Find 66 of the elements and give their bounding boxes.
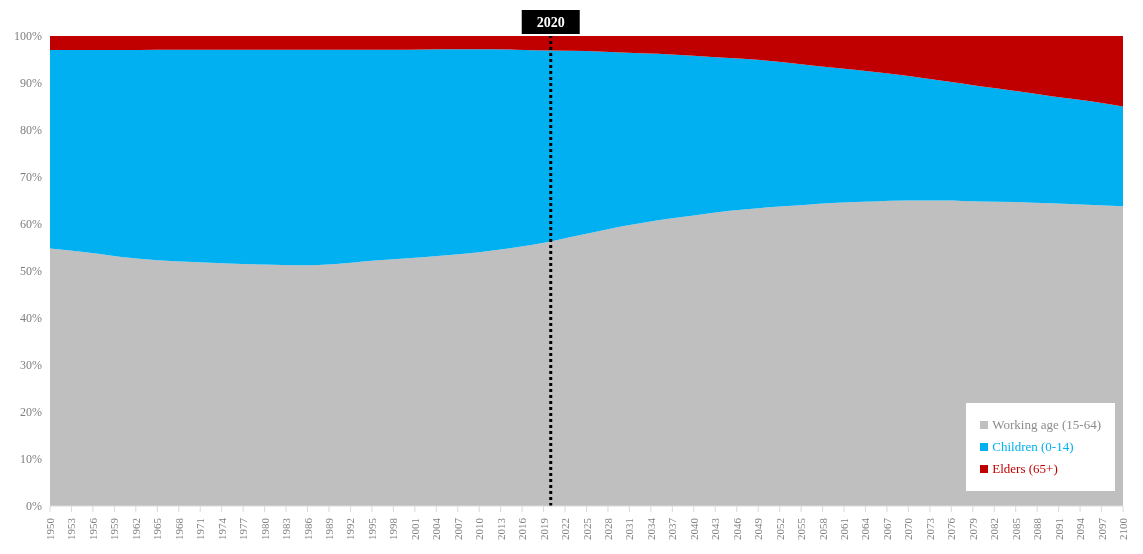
x-tick-label: 1956	[86, 517, 99, 540]
x-tick-label: 2007	[451, 517, 464, 540]
x-tick-label: 2049	[752, 517, 765, 540]
x-tick-label: 1950	[44, 517, 56, 540]
x-tick-label: 2022	[559, 518, 572, 540]
x-tick-label: 1965	[151, 517, 164, 540]
y-tick-label: 90%	[20, 76, 42, 91]
x-tick-label: 2055	[795, 517, 808, 540]
x-tick-label: 2016	[516, 517, 529, 540]
x-tick-label: 2052	[773, 518, 786, 540]
x-tick-label: 2043	[709, 517, 722, 540]
x-tick-label: 1989	[322, 517, 335, 540]
x-tick-label: 1962	[129, 518, 142, 540]
x-tick-label: 2001	[408, 518, 421, 540]
x-tick-label: 2067	[880, 517, 893, 540]
legend-label: Children (0-14)	[992, 439, 1074, 455]
x-tick-label: 2079	[966, 517, 979, 540]
x-tick-label: 2082	[988, 518, 1001, 540]
y-tick-label: 10%	[20, 452, 42, 467]
x-tick-label: 2094	[1074, 517, 1087, 540]
x-tick-label: 1992	[344, 518, 357, 540]
x-tick-label: 2076	[945, 517, 958, 540]
x-tick-label: 1986	[301, 517, 314, 540]
x-tick-label: 2028	[601, 517, 614, 540]
y-tick-label: 80%	[20, 123, 42, 138]
x-tick-label: 2070	[902, 517, 915, 540]
y-tick-label: 60%	[20, 217, 42, 232]
y-tick-label: 30%	[20, 358, 42, 373]
x-tick-label: 2058	[816, 517, 829, 540]
x-tick-label: 1983	[280, 517, 293, 540]
x-tick-label: 2085	[1009, 517, 1022, 540]
legend-label: Working age (15-64)	[992, 417, 1101, 433]
x-tick-label: 2046	[730, 517, 743, 540]
x-tick-label: 2037	[666, 517, 679, 540]
x-tick-label: 2097	[1095, 517, 1108, 540]
x-tick-label: 2013	[494, 517, 507, 540]
x-tick-label: 2073	[923, 517, 936, 540]
x-tick-label: 2031	[623, 518, 636, 540]
x-tick-label: 2091	[1052, 518, 1065, 540]
x-tick-label: 1977	[237, 517, 250, 540]
x-tick-label: 2025	[580, 517, 593, 540]
x-tick-label: 1971	[194, 518, 207, 540]
y-tick-label: 40%	[20, 311, 42, 326]
x-tick-label: 2010	[473, 517, 486, 540]
x-tick-label: 1998	[387, 517, 400, 540]
y-tick-label: 100%	[14, 29, 42, 44]
y-tick-label: 20%	[20, 405, 42, 420]
x-tick-label: 1995	[365, 517, 378, 540]
x-tick-label: 2064	[859, 517, 872, 540]
y-tick-label: 70%	[20, 170, 42, 185]
y-tick-label: 0%	[26, 499, 42, 514]
x-tick-label: 1980	[258, 517, 271, 540]
x-tick-label: 1974	[215, 517, 228, 540]
x-tick-label: 2061	[838, 518, 851, 540]
legend-label: Elders (65+)	[992, 461, 1058, 477]
x-tick-label: 1968	[172, 517, 185, 540]
x-tick-label: 2088	[1031, 517, 1044, 540]
x-tick-label: 2100	[1117, 517, 1129, 540]
x-tick-label: 2004	[430, 517, 443, 540]
y-tick-label: 50%	[20, 264, 42, 279]
x-tick-label: 1959	[108, 517, 121, 540]
x-tick-label: 2019	[537, 517, 550, 540]
x-tick-label: 2040	[687, 517, 700, 540]
x-tick-label: 1953	[65, 517, 78, 540]
x-tick-label: 2034	[644, 517, 657, 540]
ref-line-label: 2020	[536, 14, 565, 30]
